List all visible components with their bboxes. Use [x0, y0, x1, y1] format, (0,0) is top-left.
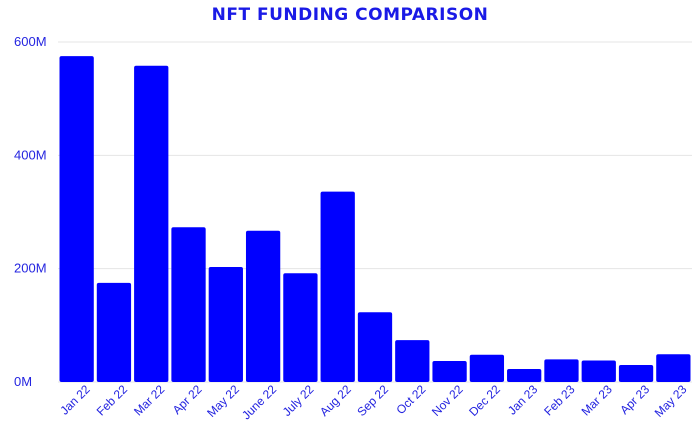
bar-nov-22: [432, 361, 467, 382]
x-tick-label: Jan 23: [505, 382, 541, 418]
bar-oct-22: [395, 340, 430, 382]
x-tick-label: July 22: [280, 382, 317, 419]
chart-title: NFT FUNDING COMPARISON: [212, 5, 489, 25]
bar-sep-22: [357, 312, 393, 382]
x-tick-label: May 22: [204, 382, 242, 420]
x-tick-label: Feb 22: [94, 382, 131, 419]
bar-feb-23: [544, 359, 579, 382]
x-tick-label: May 23: [652, 382, 690, 420]
x-tick-label: Mar 23: [579, 382, 616, 419]
x-tick-label: Oct 22: [394, 382, 429, 417]
y-tick-label: 200M: [14, 261, 47, 276]
bar-may-22: [208, 266, 243, 382]
x-tick-label: Feb 23: [541, 382, 578, 419]
x-tick-label: Mar 22: [131, 382, 168, 419]
bar-apr-22: [171, 227, 206, 382]
x-tick-label: Apr 23: [617, 382, 652, 417]
bar-june-22: [245, 230, 281, 382]
x-tick-label: Dec 22: [466, 382, 503, 419]
x-tick-label: Aug 22: [317, 382, 354, 419]
x-tick-label: Apr 22: [170, 382, 205, 417]
y-tick-label: 400M: [14, 147, 47, 162]
bar-may-23: [656, 354, 691, 382]
y-tick-label: 0M: [14, 374, 32, 389]
x-tick-label: Sep 22: [354, 382, 391, 419]
bar-dec-22: [469, 354, 505, 382]
bar-mar-23: [581, 360, 616, 382]
bar-mar-22: [134, 65, 169, 383]
bar-feb-22: [96, 282, 132, 382]
bar-jan-22: [59, 56, 94, 383]
y-axis-ticks: 0M 200M 400M 600M: [14, 34, 47, 389]
x-tick-label: Jan 22: [57, 382, 93, 418]
y-tick-label: 600M: [14, 34, 47, 49]
bar-aug-22: [320, 191, 355, 382]
bar-jan-23: [507, 368, 542, 382]
bar-july-22: [283, 273, 318, 382]
x-tick-label: Nov 22: [429, 382, 466, 419]
bars: [59, 56, 691, 383]
bar-apr-23: [618, 365, 654, 382]
x-tick-label: June 22: [239, 382, 279, 422]
